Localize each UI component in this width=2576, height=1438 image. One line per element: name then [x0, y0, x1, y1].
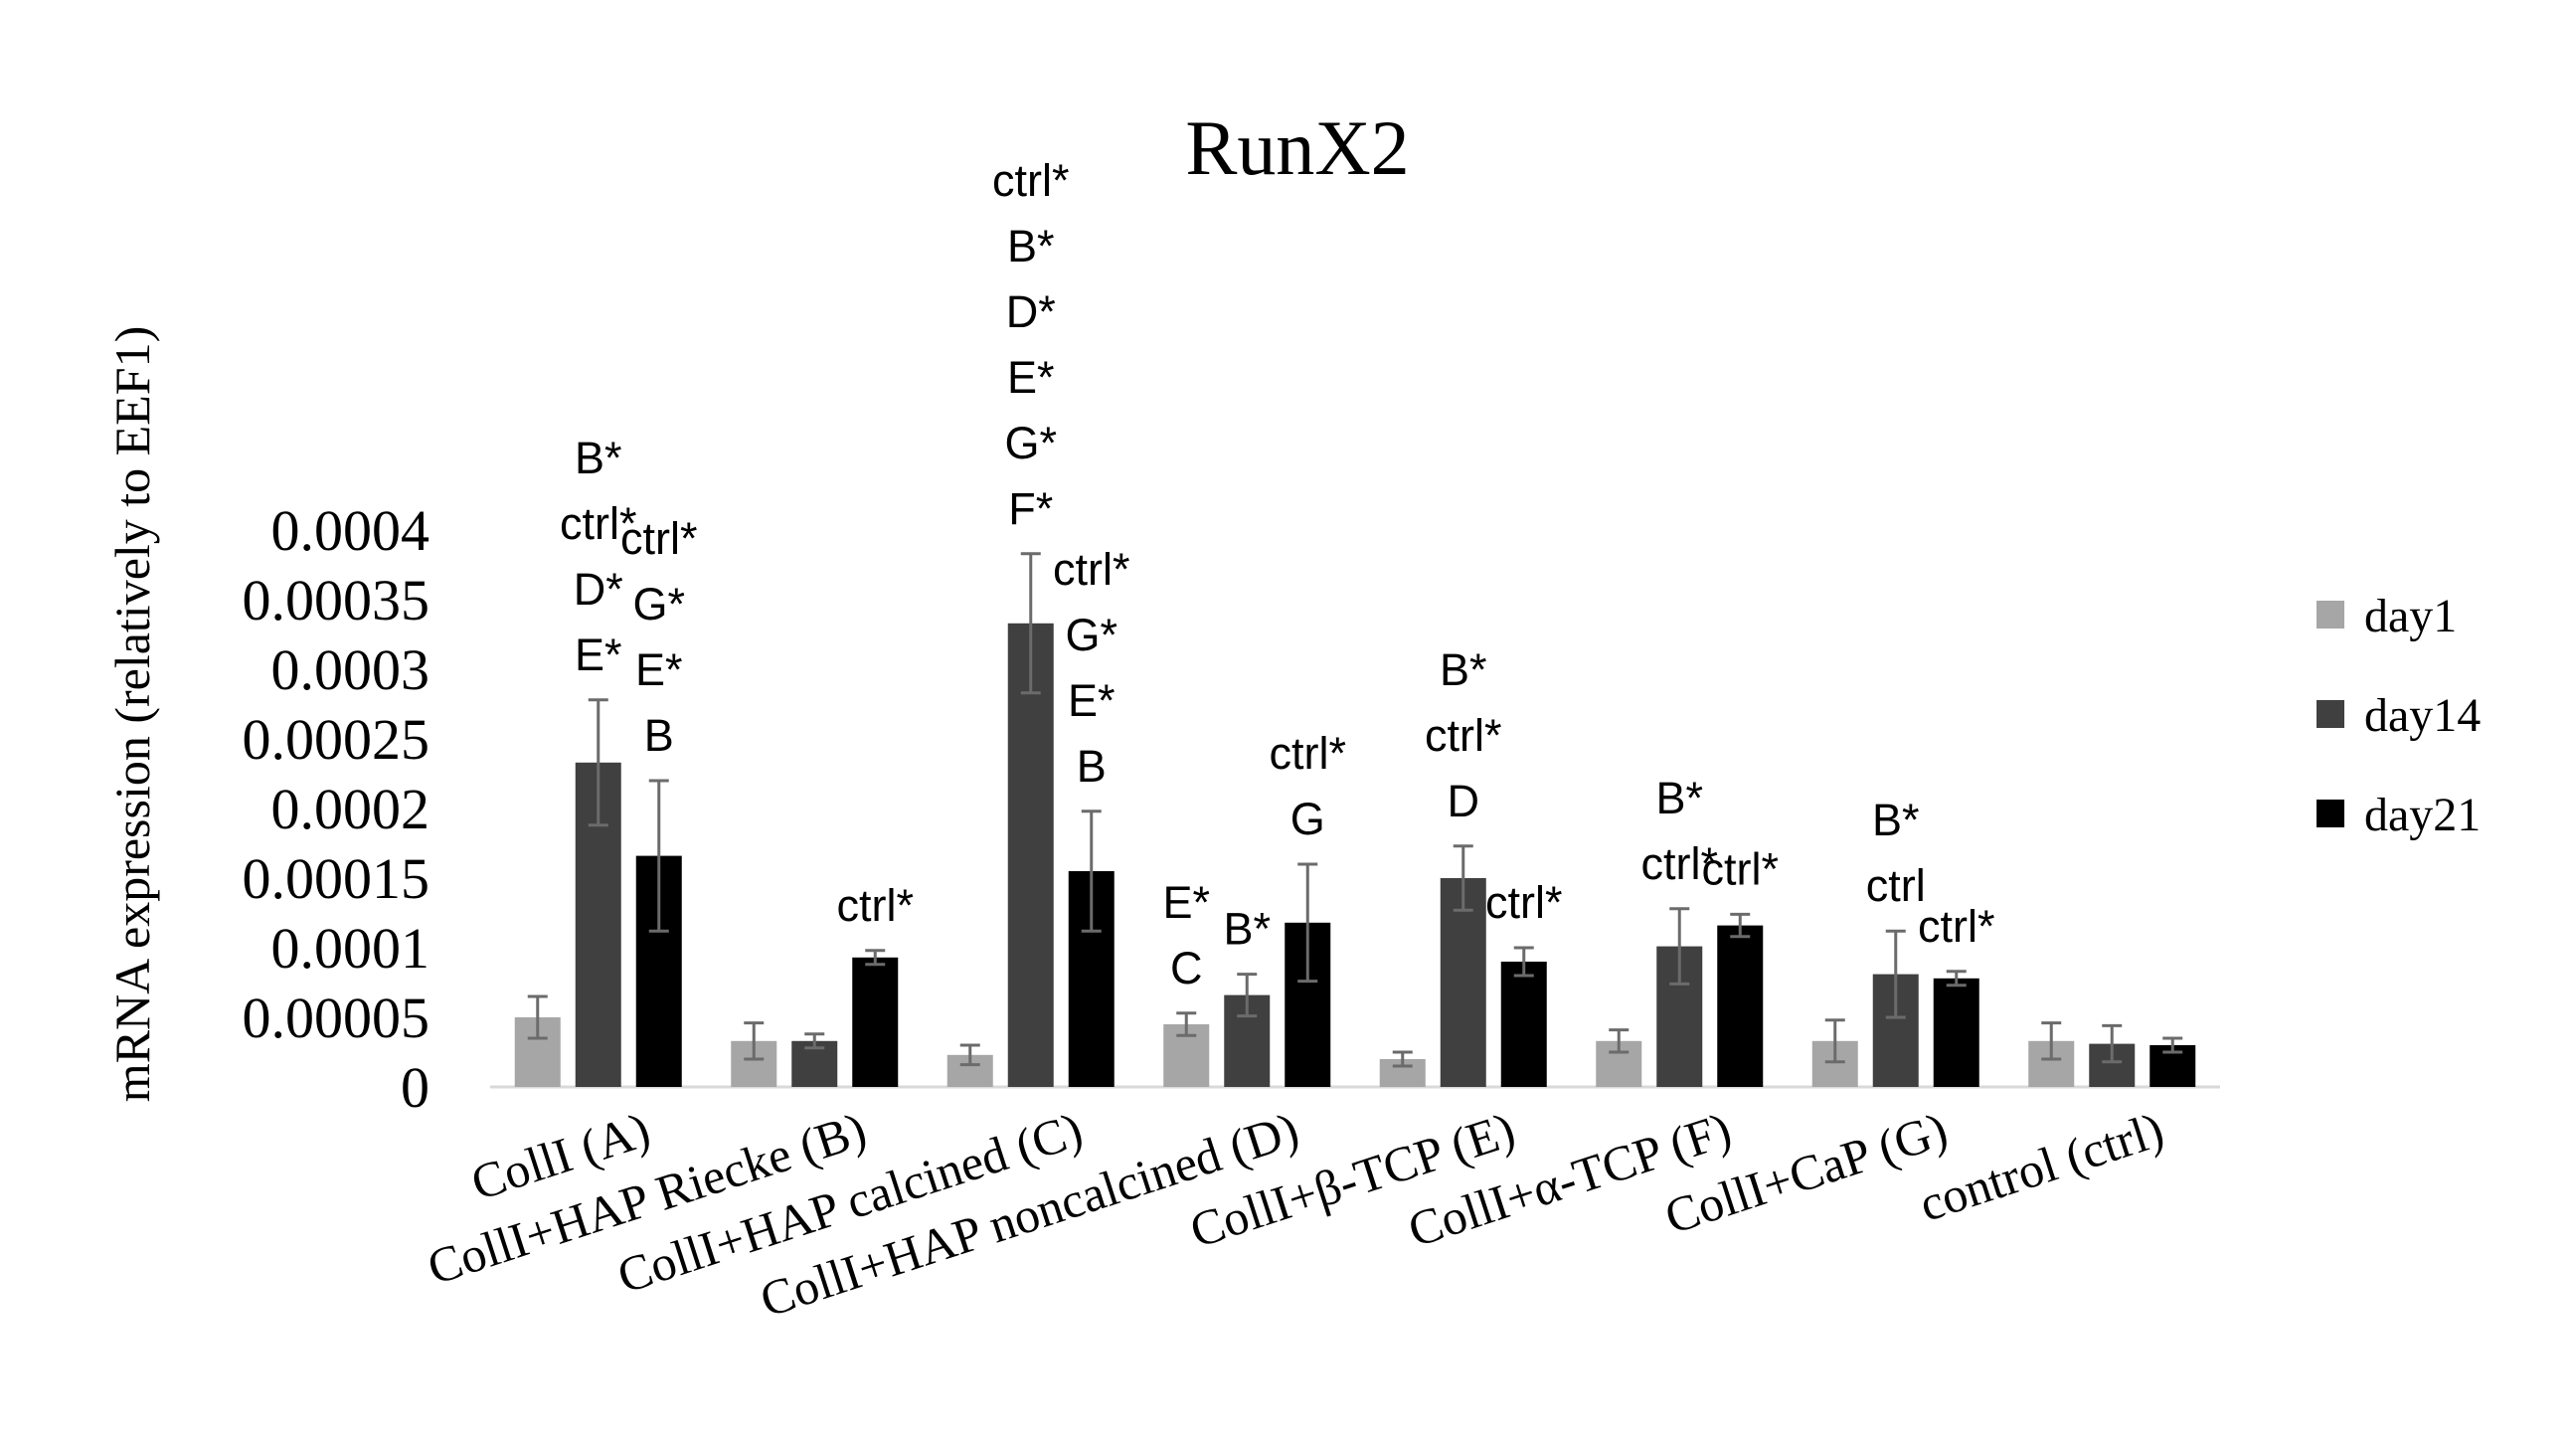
legend-label-day14: day14 [2364, 689, 2481, 742]
y-axis-title-text: mRNA expression (relatively to EEF1) [104, 326, 160, 1102]
significance-label: G [1290, 794, 1325, 844]
y-tick-label: 0.00005 [243, 986, 430, 1050]
bar-day21 [1933, 978, 1979, 1087]
error-bar [1946, 970, 1967, 988]
significance-label: E* [1007, 352, 1055, 403]
y-axis-title: mRNA expression (relatively to EEF1) [104, 326, 160, 1102]
error-bar [1392, 1050, 1413, 1068]
y-tick-label: 0 [401, 1055, 429, 1120]
error-bar [527, 994, 548, 1040]
error-bar [1176, 1011, 1197, 1037]
legend-swatch-day14 [2317, 700, 2344, 728]
error-bar [959, 1043, 980, 1067]
significance-label: ctrl* [1270, 728, 1347, 779]
significance-label: B* [1223, 904, 1271, 955]
bars-group [514, 623, 2196, 1087]
y-tick-label: 0.00025 [243, 707, 430, 772]
x-category-label: control (ctrl) [1913, 1101, 2170, 1232]
significance-label: C [1170, 943, 1203, 993]
error-bar [1730, 912, 1751, 939]
significance-label: B* [575, 433, 622, 483]
error-bar [1020, 552, 1041, 695]
bar-day21 [1717, 925, 1764, 1087]
significance-label: ctrl* [1918, 901, 1995, 952]
error-bar [1453, 844, 1473, 912]
significance-label: D [1448, 776, 1480, 826]
significance-label: ctrl* [1425, 710, 1502, 761]
legend-label-day21: day21 [2364, 789, 2481, 841]
significance-label: E* [575, 629, 622, 680]
y-tick-label: 0.0004 [271, 498, 430, 563]
significance-label: B* [1655, 773, 1703, 823]
error-bars-group [527, 552, 2183, 1068]
significance-label: E* [1162, 877, 1210, 928]
significance-label: ctrl* [1641, 838, 1719, 889]
error-bar [2102, 1023, 2123, 1064]
bar-day14 [1440, 878, 1486, 1087]
significance-label: G* [1004, 418, 1057, 468]
bar-day14 [1007, 623, 1054, 1087]
x-axis-category-labels: CollI (A)CollI+HAP Riecke (B)CollI+HAP c… [421, 1101, 2169, 1328]
significance-label: B [644, 710, 674, 761]
error-bar [1513, 946, 1534, 978]
legend: day1 day14 day21 [2317, 590, 2481, 841]
significance-label: ctrl* [837, 880, 915, 931]
error-bar [1885, 929, 1906, 1019]
significance-label: B [1077, 741, 1107, 792]
significance-label: G* [1065, 610, 1117, 660]
error-bar [1824, 1018, 1845, 1064]
significance-annotations: B*ctrl*D*E*ctrl*G*E*Bctrl*ctrl*B*D*E*G*F… [560, 155, 1995, 993]
error-bar [648, 779, 669, 933]
legend-swatch-day21 [2317, 800, 2344, 827]
chart-title-text: RunX2 [1185, 104, 1409, 191]
error-bar [2041, 1021, 2062, 1061]
y-tick-label: 0.0001 [271, 916, 430, 981]
error-bar [1081, 809, 1102, 933]
error-bar [588, 698, 608, 827]
significance-label: B* [1007, 221, 1055, 271]
error-bar [744, 1021, 765, 1061]
y-tick-label: 0.00015 [243, 846, 430, 911]
significance-label: D* [1006, 286, 1056, 337]
significance-label: ctrl* [1053, 544, 1130, 595]
error-bar [1669, 907, 1690, 986]
significance-label: D* [574, 564, 623, 615]
significance-label: E* [635, 644, 683, 695]
error-bar [1237, 973, 1258, 1018]
y-tick-label: 0.0003 [271, 637, 430, 702]
significance-label: B* [1440, 644, 1487, 695]
y-tick-label: 0.0002 [271, 777, 430, 841]
legend-label-day1: day1 [2364, 590, 2457, 642]
significance-label: F* [1008, 483, 1053, 534]
significance-label: E* [1068, 675, 1116, 726]
significance-label: G* [632, 579, 685, 629]
chart-title: RunX2 [1185, 104, 1409, 191]
significance-label: ctrl* [560, 498, 637, 549]
significance-label: ctrl* [992, 155, 1070, 206]
error-bar [804, 1032, 825, 1050]
significance-label: B* [1872, 795, 1920, 845]
significance-label: ctrl* [1702, 843, 1780, 894]
y-tick-label: 0.00035 [243, 568, 430, 632]
error-bar [865, 949, 886, 967]
significance-label: ctrl* [620, 513, 698, 564]
y-axis-ticks: 00.000050.00010.000150.00020.000250.0003… [243, 498, 430, 1120]
legend-swatch-day1 [2317, 601, 2344, 629]
error-bar [1297, 862, 1318, 984]
error-bar [1609, 1028, 1630, 1054]
bar-day21 [852, 957, 899, 1087]
significance-label: ctrl [1866, 860, 1926, 911]
significance-label: ctrl* [1485, 877, 1563, 928]
bar-day21 [1500, 962, 1547, 1087]
error-bar [2162, 1036, 2183, 1054]
